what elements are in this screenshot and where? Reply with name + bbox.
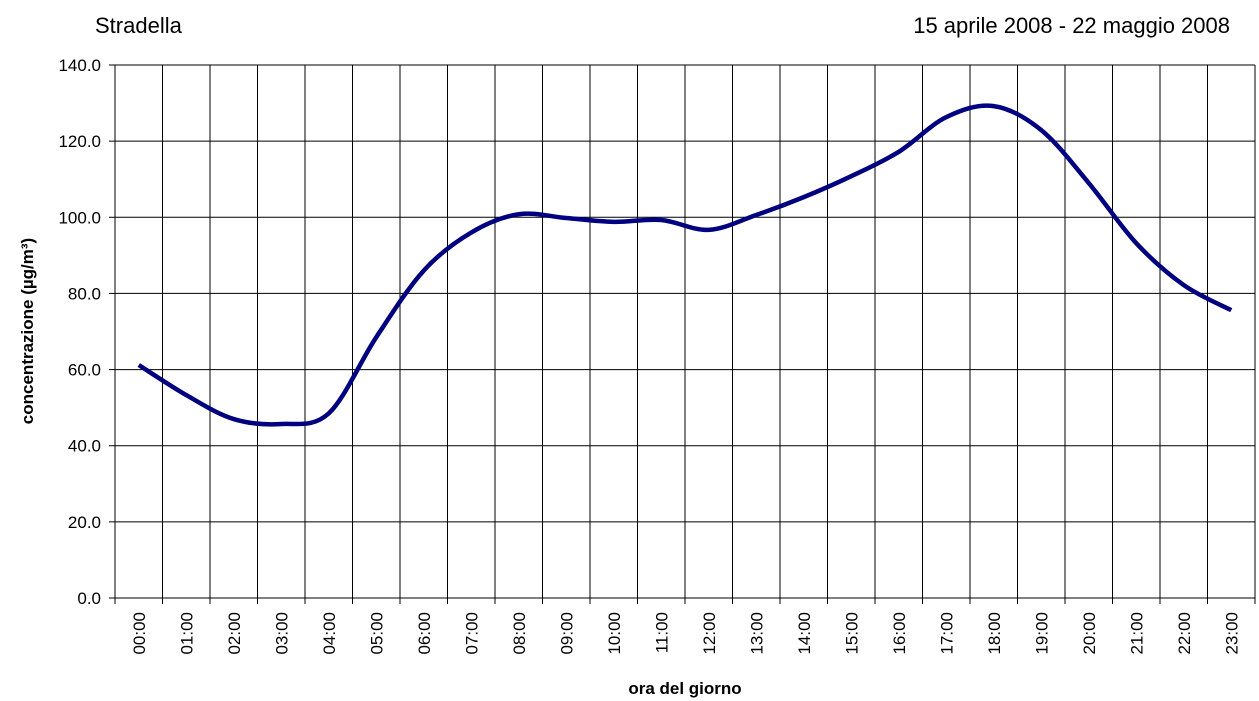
- x-tick-label: 22:00: [1175, 612, 1194, 655]
- x-tick-label: 10:00: [605, 612, 624, 655]
- chart-title: Stradella: [95, 13, 183, 38]
- y-tick-label: 120.0: [58, 132, 101, 151]
- x-tick-label: 04:00: [320, 612, 339, 655]
- x-tick-label: 13:00: [747, 612, 766, 655]
- x-tick-label: 18:00: [985, 612, 1004, 655]
- y-tick-label: 40.0: [68, 437, 101, 456]
- x-tick-label: 06:00: [415, 612, 434, 655]
- y-tick-label: 140.0: [58, 56, 101, 75]
- x-tick-label: 05:00: [367, 612, 386, 655]
- x-tick-label: 19:00: [1032, 612, 1051, 655]
- x-tick-label: 11:00: [652, 612, 671, 653]
- x-axis-label: ora del giorno: [628, 679, 741, 698]
- x-tick-label: 09:00: [557, 612, 576, 655]
- x-tick-label: 07:00: [462, 612, 481, 655]
- x-tick-label: 00:00: [130, 612, 149, 655]
- chart-subtitle: 15 aprile 2008 - 22 maggio 2008: [913, 13, 1230, 38]
- y-tick-label: 60.0: [68, 361, 101, 380]
- x-tick-label: 21:00: [1127, 612, 1146, 655]
- x-tick-label: 12:00: [700, 612, 719, 655]
- x-tick-label: 15:00: [842, 612, 861, 655]
- x-tick-label: 02:00: [225, 612, 244, 655]
- line: [137, 103, 1233, 427]
- x-tick-label: 23:00: [1222, 612, 1241, 655]
- y-tick-label: 0.0: [77, 589, 101, 608]
- x-tick-label: 14:00: [795, 612, 814, 655]
- x-tick-label: 01:00: [177, 612, 196, 655]
- x-tick-label: 17:00: [937, 612, 956, 655]
- x-tick-label: 03:00: [272, 612, 291, 655]
- x-tick-label: 08:00: [510, 612, 529, 655]
- y-tick-label: 80.0: [68, 284, 101, 303]
- y-tick-label: 20.0: [68, 513, 101, 532]
- x-tick-label: 20:00: [1080, 612, 1099, 655]
- y-axis-label: concentrazione (µg/m³): [18, 238, 37, 424]
- x-tick-label: 16:00: [890, 612, 909, 655]
- y-tick-label: 100.0: [58, 208, 101, 227]
